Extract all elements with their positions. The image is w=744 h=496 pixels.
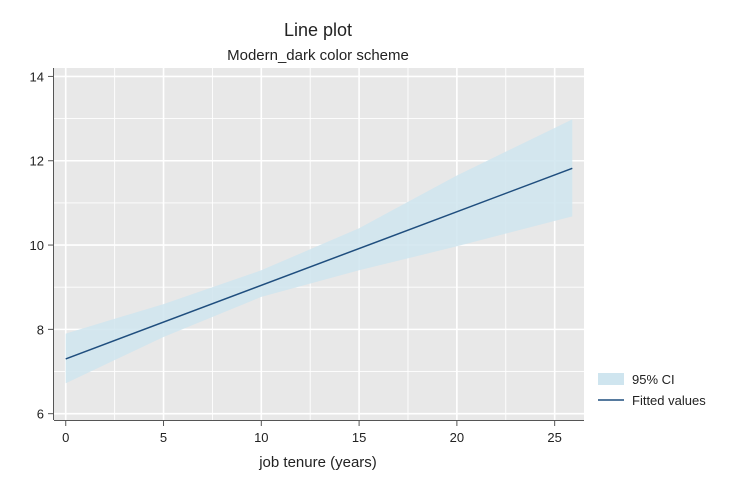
x-tick-label: 0 — [62, 430, 69, 445]
fitted-values-line — [65, 167, 573, 360]
legend: 95% CI Fitted values — [598, 372, 706, 408]
legend-label: 95% CI — [632, 372, 675, 387]
plot-area — [54, 68, 584, 420]
legend-ci-swatch — [598, 373, 624, 385]
x-tick-label: 5 — [160, 430, 167, 445]
y-tick-label: 14 — [30, 69, 44, 84]
y-tick-label: 10 — [30, 238, 44, 253]
chart-title: Line plot — [284, 20, 352, 40]
chart-subtitle: Modern_dark color scheme — [227, 47, 409, 64]
x-axis: 0 5 10 15 20 25 — [54, 420, 584, 445]
y-axis: 6 8 10 12 14 — [30, 68, 54, 422]
y-tick-label: 6 — [37, 407, 44, 422]
x-tick-label: 15 — [352, 430, 366, 445]
x-axis-label: job tenure (years) — [258, 454, 377, 471]
y-tick-label: 12 — [30, 154, 44, 169]
grid-lines — [54, 68, 584, 420]
y-tick-label: 8 — [37, 322, 44, 337]
x-tick-label: 25 — [547, 430, 561, 445]
ci-band — [65, 119, 573, 384]
x-tick-label: 10 — [254, 430, 268, 445]
legend-label: Fitted values — [632, 393, 706, 408]
x-tick-label: 20 — [450, 430, 464, 445]
